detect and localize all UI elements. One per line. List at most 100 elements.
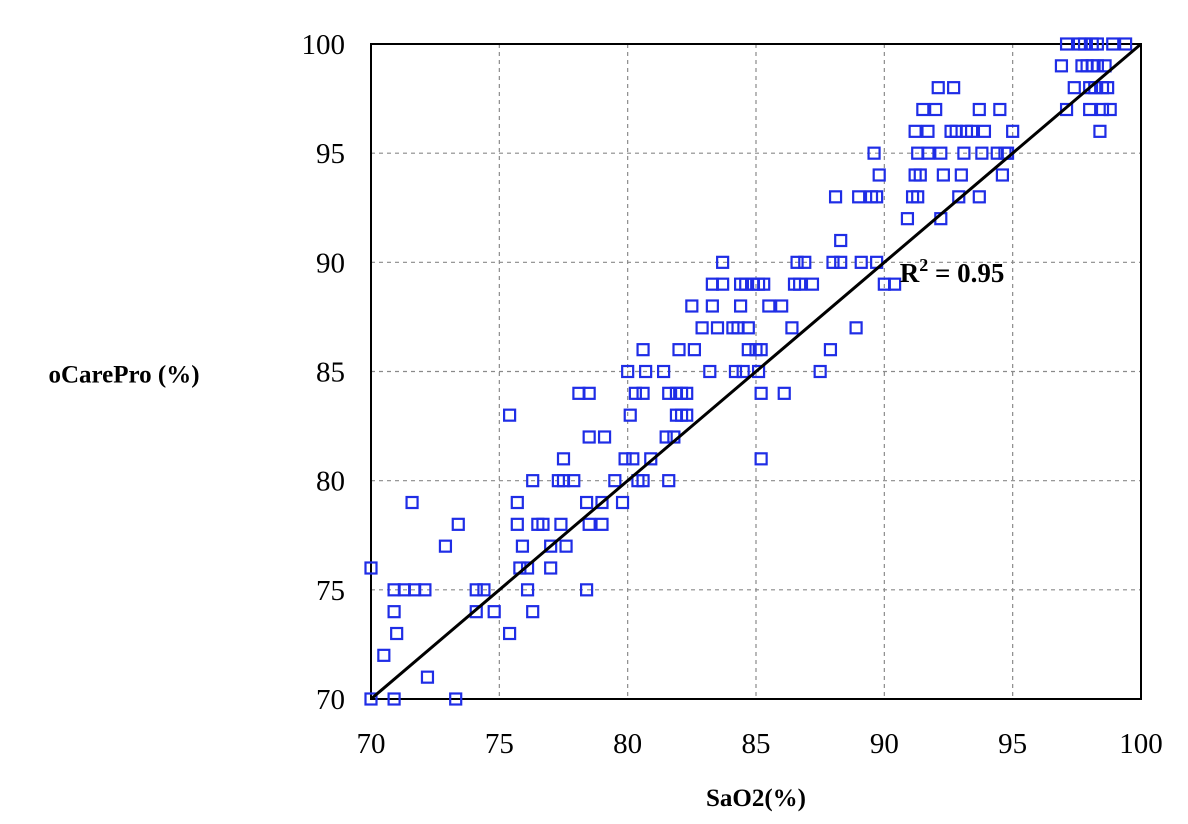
data-point — [913, 168, 927, 182]
data-point — [595, 495, 609, 510]
data-point — [977, 124, 992, 138]
data-point — [636, 343, 650, 357]
data-point — [510, 517, 524, 531]
data-point — [741, 343, 755, 357]
data-point — [972, 190, 986, 204]
data-point — [377, 648, 391, 662]
data-point — [659, 430, 673, 444]
data-point — [785, 321, 799, 335]
data-point — [805, 277, 820, 291]
data-point — [1090, 59, 1104, 73]
data-point — [559, 539, 573, 553]
data-point — [520, 583, 535, 597]
data-point — [544, 561, 558, 575]
data-point — [728, 364, 743, 379]
data-point — [736, 364, 750, 379]
data-point — [921, 124, 935, 138]
data-point — [1059, 102, 1074, 117]
data-point — [887, 277, 902, 291]
x-axis-ticks: 70 75 80 85 90 95 100 — [357, 728, 1163, 760]
data-point — [438, 539, 453, 553]
fit-line — [370, 42, 1142, 701]
x-tick-label: 95 — [998, 728, 1027, 760]
data-point — [662, 386, 676, 400]
data-point — [556, 452, 571, 466]
data-point — [680, 386, 694, 400]
data-series — [364, 37, 1133, 706]
data-point — [929, 102, 943, 117]
data-point — [420, 670, 435, 684]
data-point — [867, 146, 881, 160]
data-point — [1098, 59, 1112, 73]
data-point — [672, 343, 686, 357]
data-point — [957, 146, 971, 160]
data-point — [554, 517, 568, 531]
x-tick-label: 70 — [357, 728, 386, 760]
x-tick-label: 90 — [870, 728, 899, 760]
data-point — [852, 190, 866, 204]
data-point — [790, 255, 804, 269]
data-point — [582, 430, 596, 444]
data-point — [1067, 81, 1081, 95]
data-point — [854, 255, 868, 269]
data-point — [813, 364, 827, 379]
data-point — [762, 299, 776, 313]
data-point — [1090, 37, 1104, 51]
data-point — [662, 474, 676, 488]
data-point — [626, 452, 640, 466]
data-point — [685, 299, 699, 313]
data-point — [621, 364, 635, 379]
data-point — [964, 124, 979, 138]
r-squared-annotation: R2 = 0.95 — [900, 255, 1005, 288]
data-point — [644, 452, 658, 466]
annotation-superscript: 2 — [919, 255, 928, 275]
data-point — [582, 517, 596, 531]
x-tick-label: 85 — [742, 728, 771, 760]
data-point — [526, 605, 540, 619]
data-point — [656, 364, 671, 379]
data-point — [754, 386, 768, 400]
data-point — [526, 474, 540, 488]
y-tick-label: 90 — [316, 247, 345, 279]
data-point — [680, 408, 694, 422]
data-point — [387, 605, 401, 619]
data-point — [947, 81, 961, 95]
data-point — [469, 605, 483, 619]
data-point — [1103, 102, 1117, 117]
data-point — [1101, 81, 1115, 95]
data-point — [826, 255, 840, 269]
data-point — [751, 364, 766, 379]
data-point — [716, 277, 730, 291]
y-tick-label: 100 — [302, 29, 346, 61]
data-point — [828, 190, 843, 204]
data-point — [908, 124, 922, 138]
data-point — [754, 452, 768, 466]
data-point — [870, 190, 884, 204]
data-point — [623, 408, 637, 422]
y-axis-ticks: 70 75 80 85 90 95 100 — [302, 29, 346, 716]
x-tick-label: 80 — [613, 728, 642, 760]
data-point — [487, 605, 501, 619]
data-point — [1006, 124, 1020, 138]
data-point — [823, 343, 838, 357]
data-point — [872, 168, 886, 182]
data-point — [972, 102, 986, 117]
data-point — [418, 583, 432, 597]
data-point — [1054, 59, 1069, 73]
data-point — [911, 190, 925, 204]
data-point — [544, 539, 558, 553]
data-point — [741, 321, 755, 335]
data-point — [364, 561, 378, 575]
data-point — [754, 343, 768, 357]
data-point — [503, 626, 517, 641]
data-point — [449, 692, 463, 706]
data-point — [849, 321, 863, 335]
data-point — [608, 474, 622, 488]
data-point — [916, 102, 930, 117]
data-point — [1059, 37, 1074, 51]
y-tick-label: 75 — [316, 575, 345, 607]
data-point — [567, 474, 581, 488]
data-point — [595, 517, 609, 531]
x-tick-label: 100 — [1119, 728, 1163, 760]
